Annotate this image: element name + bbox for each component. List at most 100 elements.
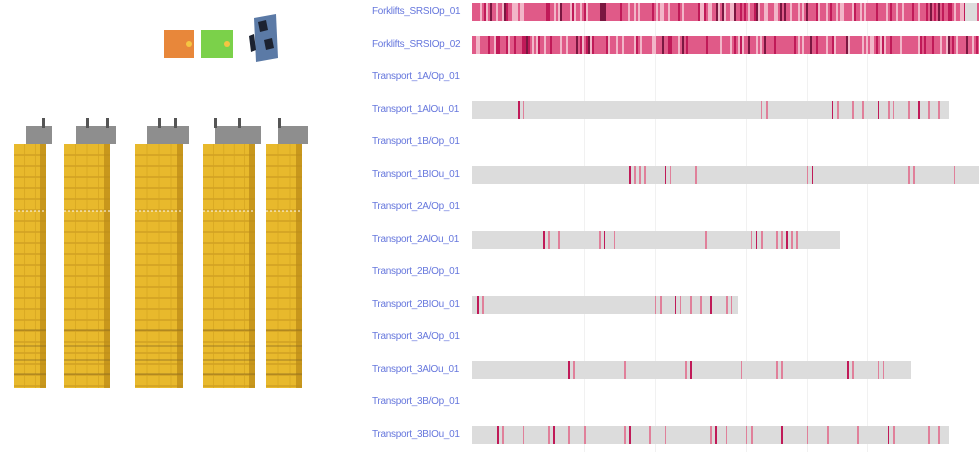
timeline-track[interactable]: [472, 360, 911, 379]
timeline-event-mark[interactable]: [776, 360, 779, 379]
timeline-event-mark[interactable]: [695, 165, 698, 184]
warehouse-3d-view[interactable]: [0, 0, 350, 452]
timeline-row-label[interactable]: Transport_1BIOu_01: [372, 168, 460, 180]
storage-rack[interactable]: [203, 118, 261, 388]
timeline-event-mark[interactable]: [913, 165, 915, 184]
timeline-event-mark[interactable]: [679, 295, 682, 314]
timeline-event-mark[interactable]: [811, 165, 814, 184]
timeline-event-mark[interactable]: [750, 425, 753, 444]
timeline-event-mark[interactable]: [482, 295, 484, 314]
timeline-event-mark[interactable]: [750, 230, 753, 249]
timeline-event-mark[interactable]: [700, 295, 702, 314]
timeline-event-mark[interactable]: [892, 425, 895, 444]
timeline-event-mark[interactable]: [760, 100, 763, 119]
timeline-event-mark[interactable]: [684, 360, 687, 379]
timeline-event-mark[interactable]: [553, 425, 555, 444]
timeline-event-mark[interactable]: [796, 230, 798, 249]
timeline-event-mark[interactable]: [776, 230, 778, 249]
timeline-event-mark[interactable]: [654, 295, 657, 314]
timeline-event-mark[interactable]: [831, 100, 834, 119]
timeline-event-mark[interactable]: [892, 100, 895, 119]
timeline-event-mark[interactable]: [882, 360, 885, 379]
timeline-event-mark[interactable]: [710, 295, 712, 314]
timeline-event-mark[interactable]: [639, 165, 641, 184]
timeline-event-mark[interactable]: [517, 100, 520, 119]
timeline-event-mark[interactable]: [745, 425, 748, 444]
storage-rack[interactable]: [64, 118, 116, 388]
timeline-event-mark[interactable]: [568, 425, 570, 444]
timeline-event-mark[interactable]: [477, 295, 480, 314]
timeline-event-mark[interactable]: [603, 230, 606, 249]
timeline-event-mark[interactable]: [522, 425, 525, 444]
timeline-event-mark[interactable]: [877, 100, 880, 119]
timeline-event-mark[interactable]: [862, 100, 864, 119]
timeline-event-mark[interactable]: [852, 360, 855, 379]
timeline-event-mark[interactable]: [918, 100, 921, 119]
timeline-event-mark[interactable]: [908, 165, 911, 184]
timeline-event-mark[interactable]: [664, 165, 667, 184]
timeline-event-mark[interactable]: [558, 230, 560, 249]
timeline-event-mark[interactable]: [634, 165, 636, 184]
timeline-row-label[interactable]: Forklifts_SRSIOp_02: [372, 38, 461, 50]
timeline-row-label[interactable]: Transport_2B/Op_01: [372, 266, 460, 277]
timeline-event-mark[interactable]: [522, 100, 525, 119]
timeline-event-mark[interactable]: [710, 425, 712, 444]
timeline-event-mark[interactable]: [760, 230, 763, 249]
timeline-event-mark[interactable]: [664, 425, 667, 444]
timeline-event-mark[interactable]: [649, 425, 652, 444]
timeline-event-mark[interactable]: [669, 165, 672, 184]
timeline-event-mark[interactable]: [659, 295, 662, 314]
timeline-event-mark[interactable]: [497, 425, 500, 444]
timeline-event-mark[interactable]: [613, 230, 616, 249]
storage-rack[interactable]: [14, 118, 52, 388]
timeline-event-mark[interactable]: [953, 165, 956, 184]
timeline-event-mark[interactable]: [928, 425, 930, 444]
timeline-event-mark[interactable]: [644, 165, 647, 184]
timeline-row-label[interactable]: Transport_1B/Op_01: [372, 136, 460, 147]
timeline-track[interactable]: [472, 35, 979, 54]
timeline-track[interactable]: [472, 165, 979, 184]
timeline-event-mark[interactable]: [877, 360, 880, 379]
timeline-event-mark[interactable]: [887, 100, 890, 119]
timeline-event-mark[interactable]: [629, 165, 632, 184]
timeline-track[interactable]: [472, 3, 979, 21]
forklift-icon[interactable]: [249, 14, 278, 62]
timeline-event-mark[interactable]: [826, 425, 829, 444]
timeline-track[interactable]: [472, 230, 840, 249]
timeline-row-label[interactable]: Transport_3BIOu_01: [372, 428, 460, 440]
timeline-event-mark[interactable]: [715, 425, 718, 444]
storage-rack[interactable]: [135, 118, 189, 388]
timeline-event-mark[interactable]: [674, 295, 677, 314]
timeline-event-mark[interactable]: [730, 295, 733, 314]
timeline-event-mark[interactable]: [887, 425, 890, 444]
timeline-event-mark[interactable]: [568, 360, 571, 379]
timeline-row-label[interactable]: Transport_2AlOu_01: [372, 233, 460, 245]
timeline-row-label[interactable]: Transport_1A/Op_01: [372, 71, 460, 82]
timeline-event-mark[interactable]: [781, 230, 783, 249]
timeline-row-label[interactable]: Forklifts_SRSIOp_01: [372, 6, 461, 17]
timeline-event-mark[interactable]: [502, 425, 504, 444]
storage-rack[interactable]: [266, 118, 308, 388]
timeline-event-mark[interactable]: [690, 295, 692, 314]
timeline-event-mark[interactable]: [598, 230, 601, 249]
timeline-event-mark[interactable]: [908, 100, 910, 119]
timeline-event-mark[interactable]: [781, 425, 783, 444]
timeline-event-mark[interactable]: [857, 425, 859, 444]
timeline-event-mark[interactable]: [938, 425, 940, 444]
timeline-row-label[interactable]: Transport_1AlOu_01: [372, 103, 460, 115]
timeline-row-label[interactable]: Transport_2A/Op_01: [372, 201, 460, 212]
timeline-row-label[interactable]: Transport_2BIOu_01: [372, 298, 460, 310]
timeline-event-mark[interactable]: [852, 100, 855, 119]
timeline-row-label[interactable]: Transport_3B/Op_01: [372, 396, 460, 407]
timeline-event-mark[interactable]: [624, 360, 626, 379]
timeline-event-mark[interactable]: [690, 360, 692, 379]
timeline-event-mark[interactable]: [542, 230, 545, 249]
timeline-event-mark[interactable]: [725, 295, 728, 314]
timeline-event-mark[interactable]: [740, 360, 743, 379]
timeline-event-mark[interactable]: [928, 100, 930, 119]
timeline-event-mark[interactable]: [938, 100, 940, 119]
timeline-event-mark[interactable]: [781, 360, 783, 379]
timeline-event-mark[interactable]: [573, 360, 575, 379]
timeline-event-mark[interactable]: [548, 425, 551, 444]
timeline-event-mark[interactable]: [791, 230, 793, 249]
